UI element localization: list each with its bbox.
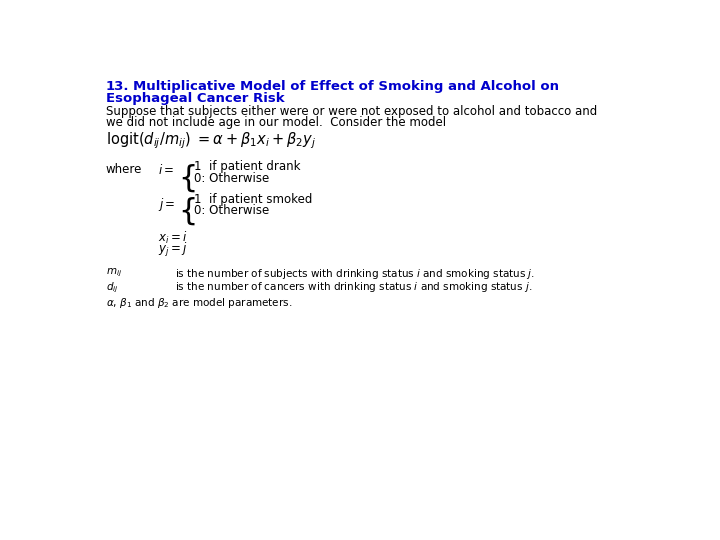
Text: where: where (106, 164, 142, 177)
Text: is the number of subjects with drinking status $i$ and smoking status $j$.: is the number of subjects with drinking … (175, 267, 535, 281)
Text: $\{$: $\{$ (179, 163, 196, 194)
Text: 0: Otherwise: 0: Otherwise (194, 172, 269, 185)
Text: $m_{ij}$: $m_{ij}$ (106, 267, 122, 279)
Text: $i =$: $i =$ (158, 164, 174, 177)
Text: Multiplicative Model of Effect of Smoking and Alcohol on: Multiplicative Model of Effect of Smokin… (132, 80, 559, 93)
Text: $y_j = j$: $y_j = j$ (158, 241, 188, 259)
Text: $\{$: $\{$ (179, 195, 196, 227)
Text: 0: Otherwise: 0: Otherwise (194, 204, 269, 217)
Text: Suppose that subjects either were or were not exposed to alcohol and tobacco and: Suppose that subjects either were or wer… (106, 105, 597, 118)
Text: 13.: 13. (106, 80, 129, 93)
Text: $\alpha$, $\beta_1$ and $\beta_2$ are model parameters.: $\alpha$, $\beta_1$ and $\beta_2$ are mo… (106, 296, 292, 310)
Text: Esophageal Cancer Risk: Esophageal Cancer Risk (106, 92, 284, 105)
Text: is the number of cancers with drinking status $i$ and smoking status $j$.: is the number of cancers with drinking s… (175, 280, 533, 294)
Text: $d_{ij}$: $d_{ij}$ (106, 280, 118, 295)
Text: we did not include age in our model.  Consider the model: we did not include age in our model. Con… (106, 116, 446, 129)
Text: $x_i = i$: $x_i = i$ (158, 231, 188, 246)
Text: 1  if patient smoked: 1 if patient smoked (194, 193, 312, 206)
Text: $j =$: $j =$ (158, 195, 176, 213)
Text: logit$(d_{ij}/m_{ij})$ $= \alpha + \beta_1 x_i + \beta_2 y_j$: logit$(d_{ij}/m_{ij})$ $= \alpha + \beta… (106, 130, 316, 151)
Text: 1  if patient drank: 1 if patient drank (194, 160, 300, 173)
